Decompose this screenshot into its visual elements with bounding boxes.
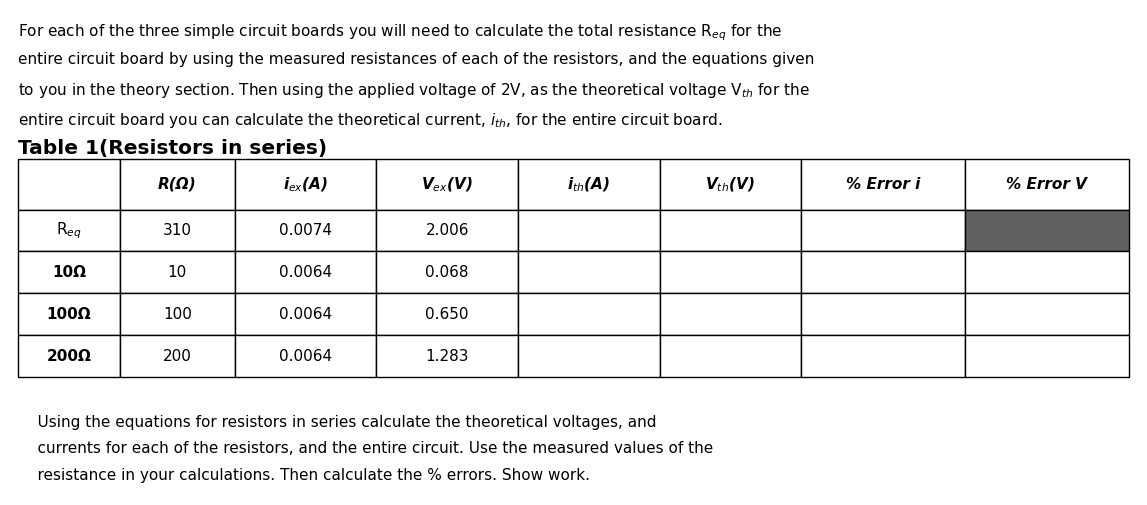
Text: Table 1(Resistors in series): Table 1(Resistors in series) bbox=[18, 139, 328, 158]
Text: 0.0064: 0.0064 bbox=[279, 307, 333, 322]
Bar bbox=[235, 335, 376, 377]
Bar bbox=[518, 159, 660, 210]
Bar bbox=[518, 210, 660, 251]
Text: R$_{eq}$: R$_{eq}$ bbox=[56, 220, 81, 241]
Text: 0.0064: 0.0064 bbox=[279, 349, 333, 364]
Bar bbox=[965, 293, 1129, 335]
Text: V$_{th}$(V): V$_{th}$(V) bbox=[705, 175, 755, 193]
Text: For each of the three simple circuit boards you will need to calculate the total: For each of the three simple circuit boa… bbox=[18, 23, 782, 43]
Bar bbox=[18, 210, 119, 251]
Bar bbox=[235, 293, 376, 335]
Bar bbox=[119, 159, 235, 210]
Text: 0.068: 0.068 bbox=[426, 265, 469, 280]
Text: 1.283: 1.283 bbox=[426, 349, 469, 364]
Text: i$_{th}$(A): i$_{th}$(A) bbox=[568, 175, 610, 193]
Text: entire circuit board you can calculate the theoretical current, $i_{th}$, for th: entire circuit board you can calculate t… bbox=[18, 111, 723, 130]
Bar bbox=[965, 159, 1129, 210]
Bar bbox=[18, 293, 119, 335]
Bar bbox=[801, 210, 965, 251]
Text: 100: 100 bbox=[163, 307, 192, 322]
Bar bbox=[119, 210, 235, 251]
Bar bbox=[801, 335, 965, 377]
Text: 310: 310 bbox=[163, 223, 192, 238]
Bar bbox=[801, 251, 965, 293]
Text: 2.006: 2.006 bbox=[426, 223, 469, 238]
Text: % Error V: % Error V bbox=[1006, 177, 1087, 192]
Text: V$_{ex}$(V): V$_{ex}$(V) bbox=[421, 175, 473, 193]
Bar bbox=[235, 159, 376, 210]
Text: 10Ω: 10Ω bbox=[52, 265, 86, 280]
Text: % Error i: % Error i bbox=[845, 177, 920, 192]
Bar bbox=[119, 251, 235, 293]
Bar bbox=[235, 210, 376, 251]
Text: entire circuit board by using the measured resistances of each of the resistors,: entire circuit board by using the measur… bbox=[18, 52, 814, 67]
Bar bbox=[376, 210, 518, 251]
Text: 200Ω: 200Ω bbox=[47, 349, 92, 364]
Bar bbox=[518, 251, 660, 293]
Bar bbox=[119, 335, 235, 377]
Text: R(Ω): R(Ω) bbox=[158, 177, 196, 192]
Bar bbox=[801, 293, 965, 335]
Bar bbox=[376, 251, 518, 293]
Bar bbox=[518, 335, 660, 377]
Bar bbox=[18, 159, 119, 210]
Bar bbox=[660, 159, 801, 210]
Text: to you in the theory section. Then using the applied voltage of 2V, as the theor: to you in the theory section. Then using… bbox=[18, 81, 810, 100]
Text: 0.650: 0.650 bbox=[426, 307, 469, 322]
Bar bbox=[965, 210, 1129, 251]
Bar bbox=[376, 159, 518, 210]
Bar bbox=[235, 251, 376, 293]
Bar bbox=[18, 251, 119, 293]
Text: 200: 200 bbox=[163, 349, 192, 364]
Text: currents for each of the resistors, and the entire circuit. Use the measured val: currents for each of the resistors, and … bbox=[18, 441, 713, 457]
Bar bbox=[18, 335, 119, 377]
Text: 10: 10 bbox=[167, 265, 187, 280]
Bar bbox=[965, 335, 1129, 377]
Text: Using the equations for resistors in series calculate the theoretical voltages, : Using the equations for resistors in ser… bbox=[18, 415, 657, 430]
Bar bbox=[660, 335, 801, 377]
Bar bbox=[518, 293, 660, 335]
Text: 100Ω: 100Ω bbox=[47, 307, 92, 322]
Text: resistance in your calculations. Then calculate the % errors. Show work.: resistance in your calculations. Then ca… bbox=[18, 468, 591, 483]
Text: 0.0074: 0.0074 bbox=[279, 223, 333, 238]
Bar bbox=[660, 210, 801, 251]
Bar bbox=[119, 293, 235, 335]
Bar bbox=[801, 159, 965, 210]
Bar bbox=[965, 251, 1129, 293]
Bar bbox=[660, 293, 801, 335]
Bar bbox=[376, 335, 518, 377]
Text: 0.0064: 0.0064 bbox=[279, 265, 333, 280]
Bar bbox=[660, 251, 801, 293]
Text: i$_{ex}$(A): i$_{ex}$(A) bbox=[283, 175, 328, 193]
Bar bbox=[376, 293, 518, 335]
